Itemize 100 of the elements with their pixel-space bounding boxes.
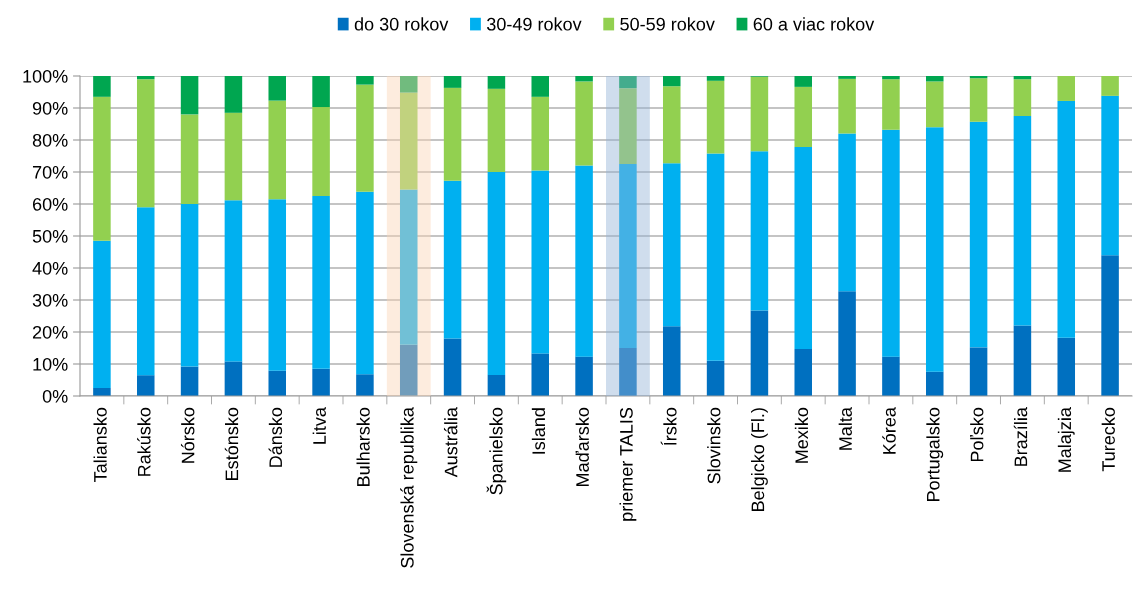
bar bbox=[268, 100, 287, 200]
bar bbox=[1057, 337, 1076, 396]
bar bbox=[706, 76, 725, 81]
y-tick-label: 70% bbox=[32, 165, 68, 179]
bar bbox=[531, 76, 550, 97]
bar bbox=[706, 360, 725, 396]
bar bbox=[487, 88, 506, 172]
bar bbox=[794, 76, 813, 87]
bar bbox=[93, 76, 111, 97]
bar bbox=[531, 170, 550, 354]
bar bbox=[882, 356, 900, 396]
x-tick-label: Slovinsko bbox=[707, 407, 721, 484]
bar bbox=[136, 76, 155, 80]
bar bbox=[794, 86, 813, 148]
bar bbox=[224, 112, 243, 201]
x-tick-label: Estónsko bbox=[224, 407, 239, 480]
bar bbox=[619, 76, 637, 89]
bar bbox=[268, 76, 287, 101]
bar bbox=[356, 191, 374, 375]
bar bbox=[750, 76, 769, 152]
bar bbox=[925, 76, 944, 82]
bar bbox=[399, 189, 418, 345]
bar bbox=[619, 164, 637, 348]
y-tick-label: 0% bbox=[42, 389, 68, 403]
y-tick-label: 100% bbox=[23, 69, 68, 83]
bar bbox=[969, 347, 988, 396]
bar bbox=[925, 81, 944, 128]
bar bbox=[794, 147, 813, 349]
bar bbox=[136, 207, 155, 376]
x-tick-label: Kórea bbox=[882, 407, 896, 454]
bar bbox=[662, 326, 681, 396]
y-tick-label: 40% bbox=[32, 261, 68, 275]
bar bbox=[312, 368, 330, 396]
bar bbox=[882, 79, 900, 130]
bar bbox=[1101, 95, 1119, 256]
x-tick-label: Malajzia bbox=[1057, 407, 1075, 472]
bar bbox=[969, 78, 988, 122]
bar bbox=[224, 76, 243, 113]
bar bbox=[93, 388, 111, 396]
bar bbox=[268, 199, 287, 371]
x-tick-label: Španielsko bbox=[486, 407, 507, 495]
y-tick-label: 90% bbox=[32, 101, 68, 115]
bar bbox=[224, 200, 243, 362]
bar bbox=[399, 76, 418, 93]
bar bbox=[882, 129, 900, 357]
y-tick-label: 80% bbox=[32, 133, 68, 147]
bar bbox=[1013, 79, 1032, 116]
bar bbox=[93, 96, 111, 241]
x-tick-label: Slovenská republika bbox=[400, 407, 418, 568]
x-tick-label: Poľsko bbox=[970, 407, 984, 462]
bar bbox=[925, 127, 944, 372]
x-tick-label: Austrália bbox=[443, 407, 458, 478]
bar bbox=[93, 240, 111, 388]
bar bbox=[838, 76, 856, 79]
bar bbox=[180, 204, 199, 367]
bar bbox=[838, 78, 856, 134]
bar bbox=[575, 356, 593, 396]
bar bbox=[224, 361, 243, 396]
y-tick-label: 10% bbox=[33, 357, 68, 371]
bar bbox=[443, 87, 462, 181]
bar bbox=[662, 76, 681, 87]
bar bbox=[312, 107, 330, 196]
bar bbox=[356, 76, 374, 85]
bar bbox=[312, 76, 330, 108]
x-tick-label: Bulharsko bbox=[356, 407, 370, 486]
x-tick-label: Dánsko bbox=[268, 407, 283, 467]
bar bbox=[838, 133, 856, 292]
bar bbox=[575, 165, 593, 357]
bar bbox=[619, 348, 637, 396]
bar bbox=[136, 375, 155, 396]
bar bbox=[706, 153, 725, 361]
x-tick-label: Turecko bbox=[1101, 407, 1115, 472]
bar bbox=[487, 374, 506, 396]
bar bbox=[882, 76, 900, 80]
y-tick-label: 60% bbox=[32, 197, 68, 211]
bar bbox=[925, 371, 944, 396]
bar bbox=[1057, 100, 1076, 338]
legend-label: 30-49 rokov bbox=[486, 17, 582, 31]
bar bbox=[180, 114, 199, 204]
x-tick-label: Island bbox=[531, 408, 546, 454]
bar bbox=[1101, 255, 1119, 396]
bar bbox=[443, 180, 462, 339]
bar bbox=[706, 80, 725, 154]
bar bbox=[399, 344, 418, 396]
bar bbox=[136, 79, 155, 208]
bar bbox=[356, 374, 374, 396]
x-tick-label: Belgicko (Fl.) bbox=[751, 408, 768, 511]
bar bbox=[969, 121, 988, 348]
x-tick-label: Taliansko bbox=[93, 407, 107, 482]
bar bbox=[662, 86, 681, 164]
bar bbox=[750, 151, 769, 311]
x-tick-label: Mexiko bbox=[794, 407, 809, 463]
bar bbox=[312, 196, 330, 369]
bar bbox=[662, 163, 681, 327]
bar bbox=[619, 88, 637, 164]
x-tick-label: Maďarsko bbox=[575, 407, 589, 486]
bar bbox=[1057, 76, 1076, 101]
bar bbox=[443, 76, 462, 88]
legend-label: 60 a viac rokov bbox=[753, 17, 875, 31]
x-tick-label: Malta bbox=[838, 407, 852, 450]
